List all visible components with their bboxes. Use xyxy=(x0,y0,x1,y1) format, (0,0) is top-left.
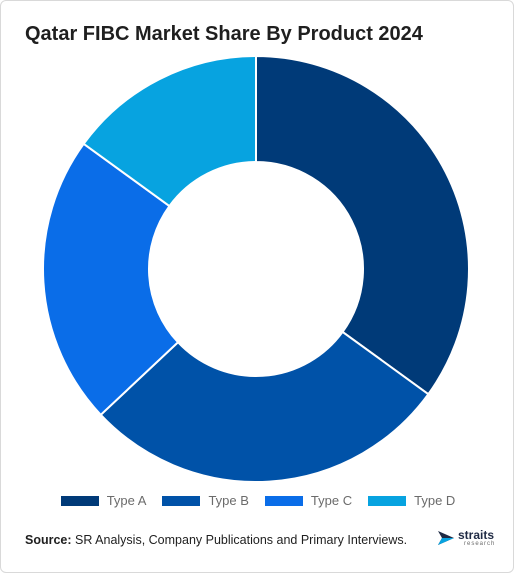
legend-label: Type A xyxy=(106,493,147,508)
donut-slice-type-d xyxy=(82,54,257,208)
donut-chart xyxy=(42,54,470,483)
donut-slice-type-c xyxy=(42,142,180,417)
legend-label: Type C xyxy=(310,493,353,508)
legend-item-type-a: Type A xyxy=(60,493,147,508)
legend-swatch xyxy=(368,495,407,506)
legend-swatch xyxy=(60,495,99,506)
donut-slice-type-b xyxy=(99,330,430,483)
chart-title: Qatar FIBC Market Share By Product 2024 xyxy=(25,23,423,45)
donut-slice-type-a xyxy=(255,54,470,396)
source-text: SR Analysis, Company Publications and Pr… xyxy=(71,533,408,547)
legend-swatch xyxy=(264,495,303,506)
chart-legend: Type A Type B Type C Type D xyxy=(1,493,514,508)
source-note: Source: SR Analysis, Company Publication… xyxy=(25,533,407,547)
legend-item-type-d: Type D xyxy=(368,493,455,508)
legend-swatch xyxy=(162,495,201,506)
legend-label: Type D xyxy=(414,493,456,508)
legend-label: Type B xyxy=(208,493,249,508)
straits-research-logo: straits research xyxy=(437,529,495,547)
legend-item-type-b: Type B xyxy=(162,493,249,508)
straits-logo-icon xyxy=(438,531,454,545)
logo-subtext: research xyxy=(464,541,496,547)
logo-name: straits xyxy=(458,528,495,542)
legend-item-type-c: Type C xyxy=(264,493,353,508)
source-label: Source: xyxy=(25,533,72,547)
